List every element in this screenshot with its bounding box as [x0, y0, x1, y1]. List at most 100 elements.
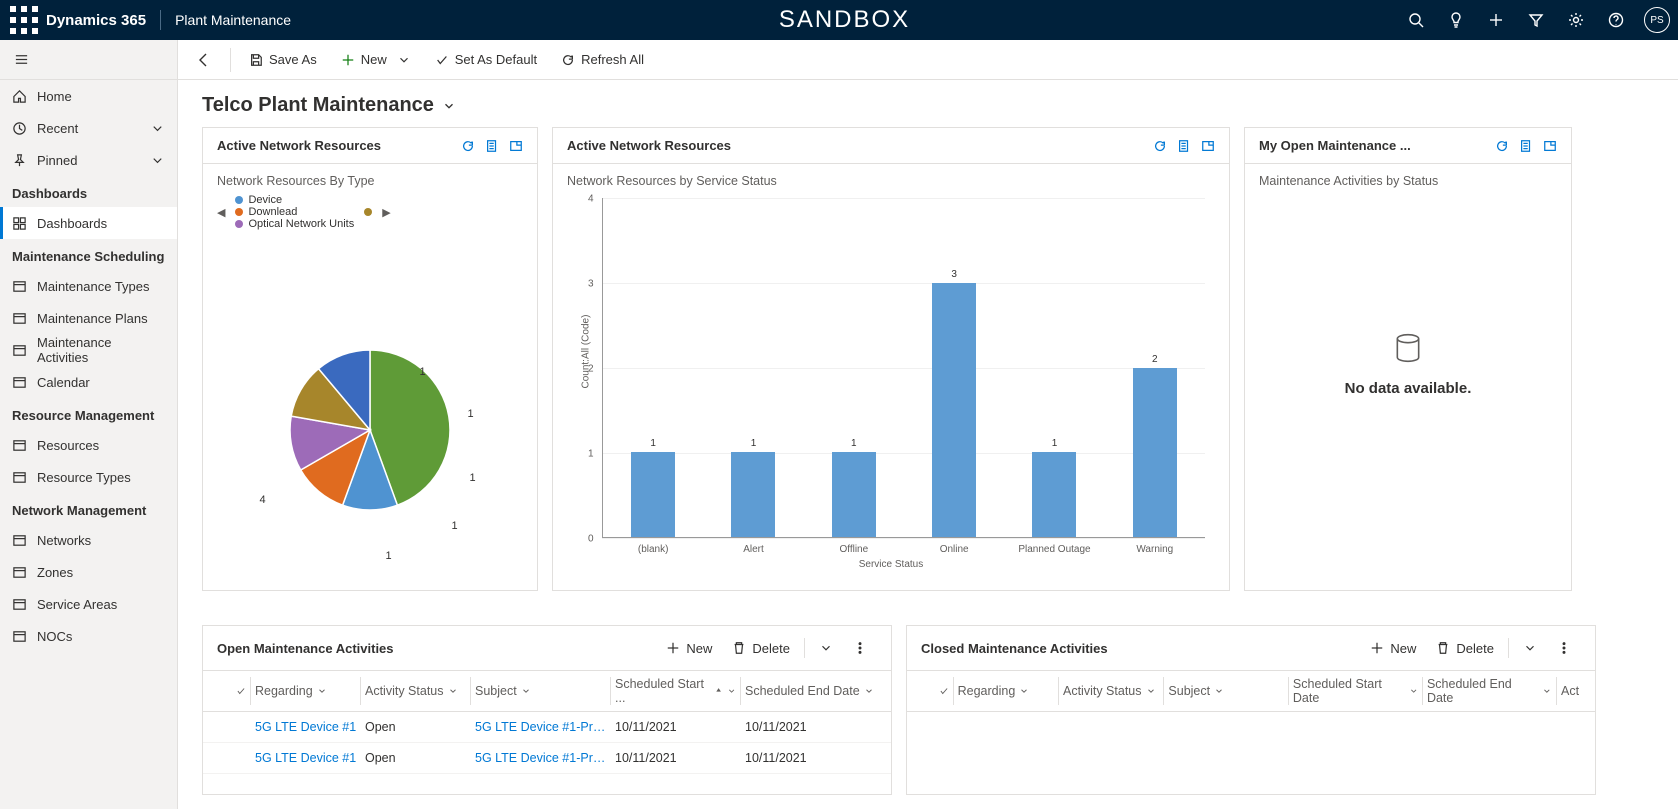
column-header[interactable]: Scheduled End Date — [1423, 677, 1557, 705]
card-my-open-maintenance: My Open Maintenance ... Maintenance Acti… — [1244, 127, 1572, 591]
gear-icon[interactable] — [1558, 2, 1594, 38]
sidebar-item-nocs[interactable]: NOCs — [0, 620, 177, 652]
lightbulb-icon[interactable] — [1438, 2, 1474, 38]
sidebar-item-service-areas[interactable]: Service Areas — [0, 588, 177, 620]
sidebar-item-maintenance-activities[interactable]: Maintenance Activities — [0, 334, 177, 366]
column-header[interactable]: Activity Status — [361, 677, 471, 705]
table-row[interactable]: 5G LTE Device #1 Open 5G LTE Device #1-P… — [203, 712, 891, 743]
sidebar-item-resources[interactable]: Resources — [0, 429, 177, 461]
sidebar-item-pinned[interactable]: Pinned — [0, 144, 177, 176]
sidebar-item-resource-types[interactable]: Resource Types — [0, 461, 177, 493]
bar-chart[interactable]: Count:All (Code) 01234 1 (blank) 1 Alert… — [567, 198, 1215, 568]
legend-prev-icon[interactable]: ◀ — [217, 206, 225, 219]
grid-delete-button[interactable]: Delete — [722, 634, 800, 662]
command-bar: Save As New Set As Default Refresh All — [178, 40, 1678, 80]
pie-slice-label: 1 — [420, 366, 426, 378]
hamburger-icon[interactable] — [0, 40, 177, 80]
new-button[interactable]: New — [331, 44, 421, 76]
legend-item[interactable]: Optical Network Units — [235, 218, 354, 230]
sidebar-item-home[interactable]: Home — [0, 80, 177, 112]
sidebar-section-scheduling: Maintenance Scheduling — [0, 239, 177, 270]
save-as-label: Save As — [269, 52, 317, 67]
column-header[interactable]: Regarding — [251, 677, 361, 705]
refresh-button[interactable]: Refresh All — [551, 44, 654, 76]
bar-slot[interactable]: 1 Offline — [804, 198, 904, 537]
refresh-icon[interactable] — [461, 139, 475, 153]
filter-icon[interactable] — [1518, 2, 1554, 38]
column-header[interactable]: Scheduled Start ... — [611, 677, 741, 705]
card-open-maintenance-activities: Open Maintenance Activities New Delete R… — [202, 625, 892, 795]
search-icon[interactable] — [1398, 2, 1434, 38]
select-all-checkbox[interactable] — [915, 677, 954, 705]
sidebar-item-label: NOCs — [37, 629, 72, 644]
refresh-icon[interactable] — [1153, 139, 1167, 153]
app-launcher-icon[interactable] — [8, 4, 40, 36]
grid-more-button[interactable] — [843, 634, 877, 662]
card-title: Active Network Resources — [567, 138, 1153, 153]
select-all-checkbox[interactable] — [211, 677, 251, 705]
sidebar-item-maintenance-types[interactable]: Maintenance Types — [0, 270, 177, 302]
subject-link[interactable]: 5G LTE Device #1-Preve — [471, 751, 611, 765]
bar-slot[interactable]: 1 (blank) — [603, 198, 703, 537]
sidebar-item-label: Service Areas — [37, 597, 117, 612]
sidebar-item-label: Maintenance Plans — [37, 311, 148, 326]
back-button[interactable] — [186, 44, 222, 76]
legend-item[interactable]: Device — [235, 194, 354, 206]
topbar-actions: PS — [1398, 2, 1670, 38]
bar-slot[interactable]: 1 Planned Outage — [1004, 198, 1104, 537]
card-subtitle: Network Resources by Service Status — [567, 174, 1215, 188]
grid-title: Closed Maintenance Activities — [921, 641, 1360, 656]
column-header[interactable]: Activity Status — [1059, 677, 1164, 705]
bar-slot[interactable]: 2 Warning — [1105, 198, 1205, 537]
help-icon[interactable] — [1598, 2, 1634, 38]
sidebar-item-dashboards[interactable]: Dashboards — [0, 207, 177, 239]
bar-slot[interactable]: 3 Online — [904, 198, 1004, 537]
expand-icon[interactable] — [1543, 139, 1557, 153]
regarding-link[interactable]: 5G LTE Device #1 — [251, 751, 361, 765]
save-as-button[interactable]: Save As — [239, 44, 327, 76]
column-header[interactable]: Subject — [1164, 677, 1289, 705]
grid-new-button[interactable]: New — [656, 634, 722, 662]
app-name-label[interactable]: Plant Maintenance — [175, 12, 291, 28]
legend-item[interactable]: Downlead — [235, 206, 354, 218]
grid-delete-button[interactable]: Delete — [1426, 634, 1504, 662]
page-title[interactable]: Telco Plant Maintenance — [178, 80, 1678, 127]
sidebar-item-recent[interactable]: Recent — [0, 112, 177, 144]
column-header[interactable]: Act — [1557, 677, 1587, 705]
subject-link[interactable]: 5G LTE Device #1-Preve — [471, 720, 611, 734]
column-header[interactable]: Subject — [471, 677, 611, 705]
grid-dropdown-button[interactable] — [809, 634, 843, 662]
user-avatar[interactable]: PS — [1644, 7, 1670, 33]
card-active-network-resources-bar: Active Network Resources Network Resourc… — [552, 127, 1230, 591]
pie-slice-label: 1 — [452, 520, 458, 532]
grid-more-button[interactable] — [1547, 634, 1581, 662]
sidebar-item-networks[interactable]: Networks — [0, 524, 177, 556]
pie-legend: ◀ Device Downlead Optical Network Units … — [217, 194, 523, 230]
set-default-button[interactable]: Set As Default — [425, 44, 547, 76]
view-records-icon[interactable] — [1177, 139, 1191, 153]
table-row[interactable]: 5G LTE Device #1 Open 5G LTE Device #1-P… — [203, 743, 891, 774]
refresh-icon[interactable] — [1495, 139, 1509, 153]
column-header[interactable]: Scheduled Start Date — [1289, 677, 1423, 705]
sidebar-item-zones[interactable]: Zones — [0, 556, 177, 588]
sidebar-item-calendar[interactable]: Calendar — [0, 366, 177, 398]
environment-label: SANDBOX — [291, 6, 1398, 34]
grid-new-button[interactable]: New — [1360, 634, 1426, 662]
bar-slot[interactable]: 1 Alert — [703, 198, 803, 537]
page-title-text: Telco Plant Maintenance — [202, 94, 434, 117]
pie-chart[interactable]: 411111 — [217, 270, 523, 590]
regarding-link[interactable]: 5G LTE Device #1 — [251, 720, 361, 734]
brand-label[interactable]: Dynamics 365 — [46, 12, 146, 29]
column-header[interactable]: Scheduled End Date — [741, 677, 881, 705]
legend-next-icon[interactable]: ▶ — [382, 206, 390, 219]
column-header[interactable]: Regarding — [954, 677, 1059, 705]
expand-icon[interactable] — [509, 139, 523, 153]
view-records-icon[interactable] — [485, 139, 499, 153]
expand-icon[interactable] — [1201, 139, 1215, 153]
y-axis-label: Count:All (Code) — [580, 315, 591, 389]
view-records-icon[interactable] — [1519, 139, 1533, 153]
add-icon[interactable] — [1478, 2, 1514, 38]
grid-dropdown-button[interactable] — [1513, 634, 1547, 662]
sidebar-item-maintenance-plans[interactable]: Maintenance Plans — [0, 302, 177, 334]
navigation-sidebar: Home Recent Pinned Dashboards Dashboards… — [0, 40, 178, 809]
